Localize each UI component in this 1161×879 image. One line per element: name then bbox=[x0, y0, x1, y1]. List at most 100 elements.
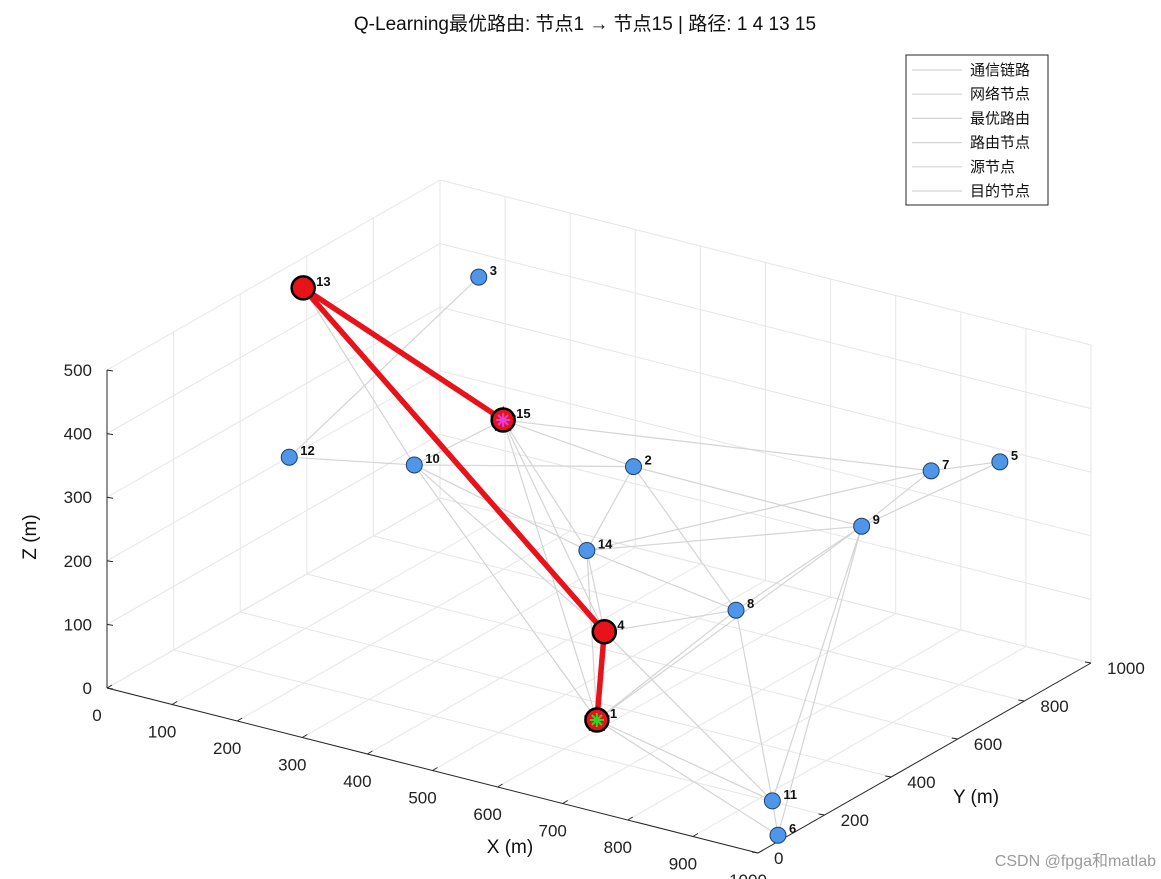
y-tick-mark bbox=[1018, 699, 1025, 702]
grid-line bbox=[236, 530, 571, 722]
grid-line bbox=[439, 370, 1092, 537]
x-tick-label: 800 bbox=[604, 838, 632, 857]
link-line bbox=[633, 466, 737, 611]
grid-line bbox=[627, 629, 962, 821]
link-line bbox=[586, 550, 605, 632]
center-cross-mark bbox=[591, 714, 603, 726]
node-label: 1 bbox=[610, 706, 617, 721]
link-line bbox=[503, 419, 932, 472]
x-tick-label: 500 bbox=[408, 789, 436, 808]
node-marker bbox=[991, 453, 1009, 471]
x-axis-label: X (m) bbox=[487, 837, 533, 858]
route-segment bbox=[594, 628, 608, 723]
y-axis-line bbox=[757, 662, 1092, 854]
x-tick-label: 600 bbox=[473, 805, 501, 824]
link-line bbox=[302, 287, 415, 466]
legend-entry: 最优路由 bbox=[970, 109, 1030, 127]
z-tick-mark bbox=[106, 623, 114, 626]
z-tick-label: 100 bbox=[64, 615, 92, 634]
z-tick-label: 400 bbox=[64, 425, 92, 444]
grid-line bbox=[106, 497, 441, 689]
watermark: CSDN @fpga和matlab bbox=[995, 852, 1156, 870]
z-tick-mark bbox=[106, 687, 114, 690]
legend-entry: 通信链路 bbox=[970, 61, 1030, 79]
node-marker bbox=[405, 456, 423, 474]
z-tick-mark bbox=[106, 369, 114, 372]
grid-line bbox=[439, 497, 1092, 664]
y-tick-label: 200 bbox=[841, 811, 869, 830]
link-line bbox=[413, 464, 605, 633]
link-line bbox=[586, 550, 598, 721]
link-line bbox=[931, 461, 1000, 472]
chart-title: Q-Learning最优路由: 节点1 → 节点15 | 路径: 1 4 13 … bbox=[354, 13, 816, 35]
z-tick-mark bbox=[106, 433, 114, 436]
grid-line bbox=[106, 179, 441, 371]
link-line bbox=[735, 610, 773, 802]
link-line bbox=[502, 419, 634, 468]
communication-links bbox=[288, 276, 1001, 836]
link-line bbox=[502, 419, 588, 551]
node-marker bbox=[763, 792, 781, 810]
grid-line bbox=[367, 563, 701, 755]
x-tick-mark bbox=[432, 767, 438, 771]
link-line bbox=[633, 466, 862, 527]
link-line bbox=[288, 276, 480, 458]
link-line bbox=[861, 470, 932, 527]
grid-line bbox=[106, 243, 441, 435]
y-tick-label: 400 bbox=[907, 773, 935, 792]
grid-line bbox=[439, 306, 1092, 473]
grid-line bbox=[439, 179, 1092, 346]
z-tick-label: 500 bbox=[64, 361, 92, 380]
x-tick-mark bbox=[106, 684, 113, 689]
node-marker bbox=[727, 601, 745, 619]
x-tick-label: 900 bbox=[669, 855, 697, 874]
node-label: 15 bbox=[516, 406, 530, 421]
node-marker bbox=[470, 268, 488, 286]
x-tick-label: 100 bbox=[148, 723, 176, 742]
grid-line bbox=[106, 370, 441, 562]
grid-line bbox=[439, 433, 1092, 600]
grid-line bbox=[106, 306, 441, 498]
node-label: 3 bbox=[490, 263, 497, 278]
route-node-marker bbox=[290, 275, 316, 301]
y-axis-label: Y (m) bbox=[953, 787, 999, 808]
center-cross-mark bbox=[497, 414, 509, 426]
grid-line bbox=[306, 573, 958, 740]
node-label: 8 bbox=[747, 596, 754, 611]
link-line bbox=[413, 464, 598, 721]
x-tick-mark bbox=[236, 717, 243, 722]
z-tick-mark bbox=[106, 496, 114, 499]
y-tick-label: 1000 bbox=[1107, 659, 1145, 678]
axes bbox=[106, 369, 1092, 854]
x-tick-mark bbox=[562, 800, 568, 804]
node-label: 9 bbox=[873, 512, 880, 527]
grid-line bbox=[173, 649, 825, 816]
link-line bbox=[777, 526, 863, 836]
node-marker bbox=[578, 541, 596, 559]
link-line bbox=[414, 419, 504, 466]
y-tick-mark bbox=[818, 813, 825, 816]
x-tick-mark bbox=[367, 750, 373, 755]
link-line bbox=[596, 719, 779, 836]
grid-line bbox=[302, 547, 636, 738]
link-line bbox=[596, 719, 773, 802]
x-tick-label: 1000 bbox=[729, 871, 767, 879]
link-line bbox=[414, 464, 634, 468]
z-tick-label: 200 bbox=[64, 552, 92, 571]
link-line bbox=[735, 525, 862, 611]
x-tick-mark bbox=[757, 849, 764, 854]
y-tick-mark bbox=[951, 737, 958, 740]
link-line bbox=[586, 525, 862, 552]
legend-entry: 网络节点 bbox=[970, 85, 1030, 103]
y-tick-label: 600 bbox=[974, 735, 1002, 754]
node-label: 6 bbox=[789, 821, 796, 836]
legend-entry: 源节点 bbox=[970, 158, 1015, 176]
optimal-route bbox=[300, 285, 608, 723]
link-line bbox=[586, 470, 932, 552]
grid-line bbox=[439, 243, 1092, 410]
x-tick-label: 200 bbox=[213, 739, 241, 758]
legend-entry: 目的节点 bbox=[970, 182, 1030, 200]
node-marker bbox=[922, 462, 940, 480]
legend-box bbox=[905, 54, 1049, 206]
